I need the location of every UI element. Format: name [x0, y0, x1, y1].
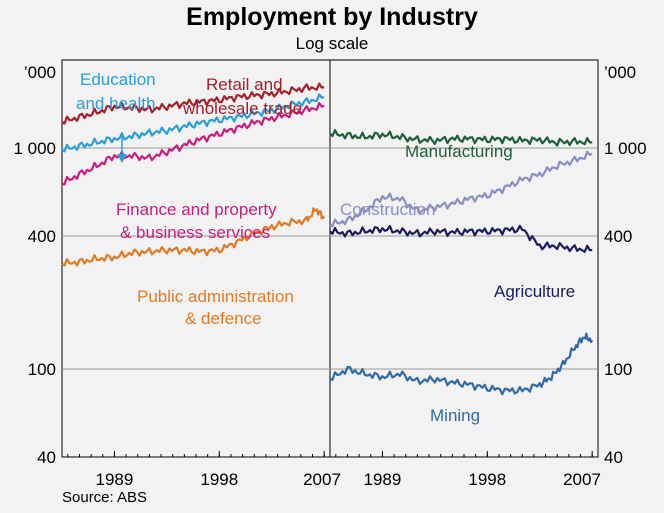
x-tick-label-right: 2007 [563, 470, 601, 489]
education-pointer-arrowhead [117, 154, 127, 163]
label-line: & defence [185, 309, 262, 328]
y-tick-label-right: 40 [604, 448, 623, 467]
label-line: and health [76, 94, 155, 113]
y-unit-label-right: ’000 [604, 63, 636, 82]
y-tick-label-left: 40 [37, 448, 56, 467]
chart-title: Employment by Industry [186, 3, 478, 31]
y-tick-label-left: 100 [28, 360, 56, 379]
label-line: Education [80, 70, 156, 89]
label-manufacturing: Manufacturing [405, 142, 513, 161]
label-line: Public administration [137, 287, 294, 306]
label-mining: Mining [430, 406, 480, 425]
series-line-agriculture [329, 224, 593, 253]
series-line-public-administration-defence [61, 207, 326, 267]
chart-subtitle: Log scale [295, 34, 369, 53]
y-tick-label-left: 400 [28, 227, 56, 246]
label-line: wholesale trade [182, 99, 302, 118]
series-line-education-and-health [61, 93, 325, 153]
label-line: Retail and [206, 75, 283, 94]
x-tick-label-right: 1989 [364, 470, 402, 489]
label-finance-property: Finance and property & business services [116, 200, 281, 242]
y-tick-label-right: 1 000 [604, 139, 647, 158]
x-tick-label-left: 1998 [200, 470, 238, 489]
source-note: Source: ABS [62, 489, 148, 506]
series-line-finance-and-property-business-services [61, 101, 325, 186]
label-line: Finance and property [116, 200, 277, 219]
series-line-mining [329, 332, 594, 396]
label-agriculture: Agriculture [494, 282, 575, 301]
x-tick-label-left: 1989 [96, 470, 134, 489]
series-line-construction [329, 150, 593, 228]
y-unit-label-left: ’000 [24, 63, 56, 82]
label-public-admin: Public administration & defence [137, 287, 299, 328]
label-retail-wholesale: Retail and wholesale trade [182, 75, 302, 118]
y-tick-label-right: 100 [604, 360, 632, 379]
label-line: & business services [120, 223, 270, 242]
label-construction: Construction [340, 200, 435, 219]
x-tick-label-left: 2007 [303, 470, 341, 489]
y-tick-label-right: 400 [604, 227, 632, 246]
label-education-health: Education and health [76, 70, 160, 113]
series-line-manufacturing [329, 129, 593, 147]
y-tick-label-left: 1 000 [13, 139, 56, 158]
x-tick-label-right: 1998 [468, 470, 506, 489]
series-line-retail-and-wholesale-trade [61, 82, 325, 125]
